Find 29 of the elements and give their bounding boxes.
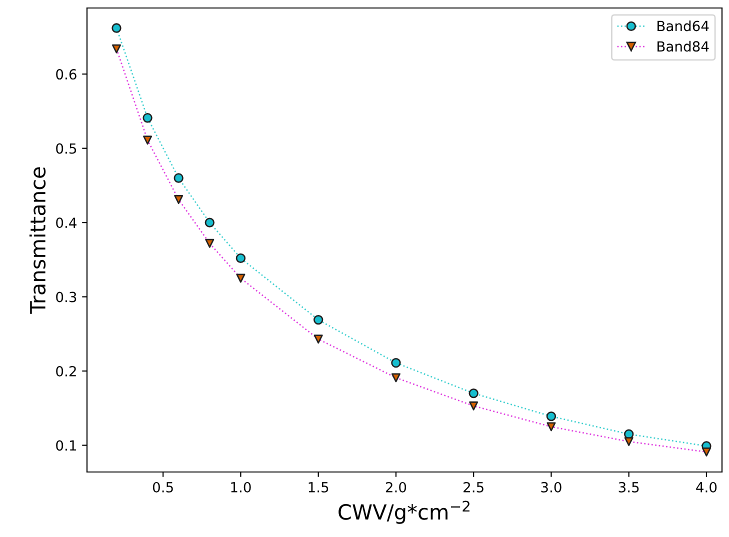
x-tick-label: 3.0: [541, 482, 562, 492]
x-tick-label: 4.0: [696, 482, 717, 492]
point: [702, 447, 711, 456]
x-tick-label: 1.5: [308, 482, 328, 492]
point: [112, 44, 121, 54]
point: [624, 437, 634, 446]
point: [546, 422, 556, 432]
point: [174, 195, 184, 204]
legend-label: Band84: [658, 40, 709, 52]
point: [391, 373, 400, 382]
x-tick-label: 0.5: [152, 482, 173, 492]
point: [469, 401, 478, 410]
y-tick-label: 0.4: [56, 218, 76, 228]
x-tick-label: 1.0: [231, 482, 251, 492]
legend-label: Band64: [658, 20, 709, 32]
point: [314, 334, 323, 344]
point: [205, 238, 214, 248]
point: [236, 274, 246, 283]
y-axis-title: Transmittance: [29, 167, 46, 314]
x-axis-title: CWV/g*cm$^{−2}$: [338, 500, 470, 524]
y-tick-label: 0.3: [56, 292, 76, 302]
x-tick-label: 2.0: [386, 482, 406, 492]
y-tick-label: 0.6: [56, 69, 76, 80]
x-tick-label: 3.5: [618, 482, 639, 492]
y-tick-label: 0.2: [56, 366, 76, 377]
y-tick-label: 0.5: [56, 143, 76, 154]
y-tick-label: 0.1: [56, 440, 76, 451]
x-tick-label: 2.5: [464, 482, 484, 492]
point: [143, 136, 152, 145]
